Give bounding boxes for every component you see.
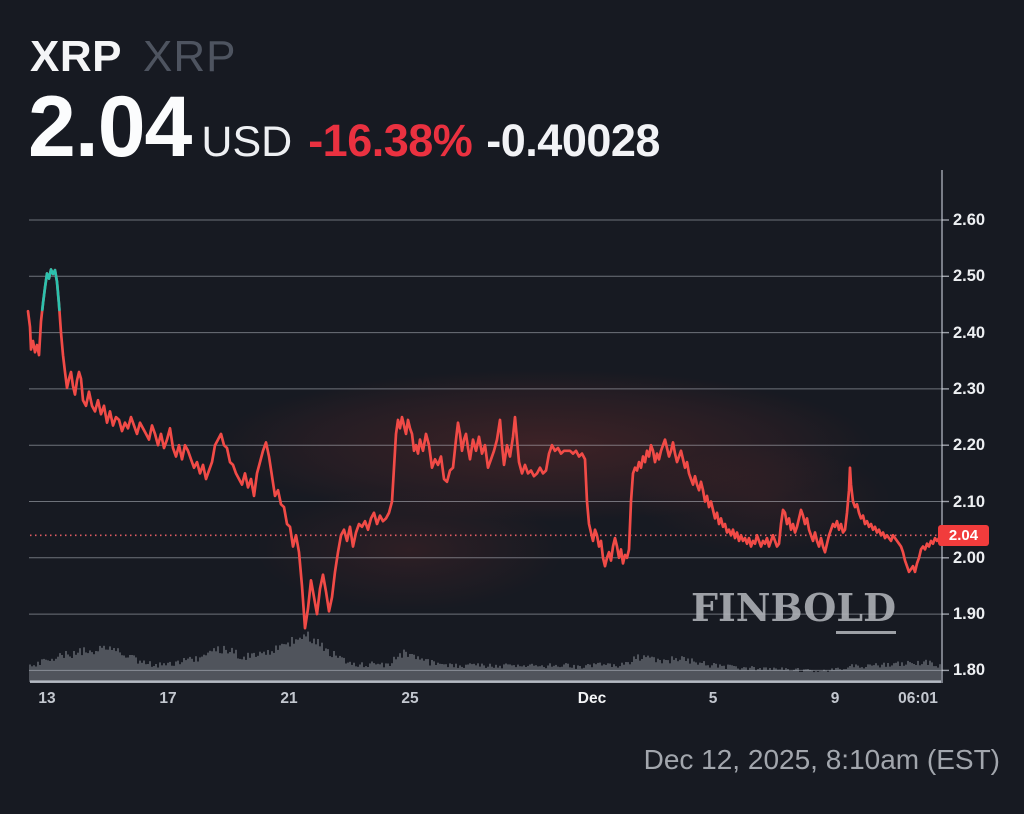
x-axis-label: 17 bbox=[159, 690, 177, 707]
finbold-watermark: FINBOLD bbox=[691, 585, 897, 634]
x-axis-label: 5 bbox=[708, 690, 718, 707]
y-axis-label: 2.60 bbox=[953, 211, 986, 229]
y-axis-label: 1.90 bbox=[953, 605, 986, 623]
x-axis-label: 06:01 bbox=[898, 690, 938, 707]
x-axis-label: 13 bbox=[38, 690, 56, 707]
change-percent: -16.38% bbox=[308, 115, 473, 166]
x-axis-label: 21 bbox=[280, 690, 298, 707]
y-axis-label: 1.80 bbox=[953, 661, 986, 679]
x-axis-label: Dec bbox=[577, 690, 607, 707]
ticker-row: XRP XRP bbox=[30, 32, 236, 82]
x-axis-label: 9 bbox=[830, 690, 840, 707]
current-price: 2.04 bbox=[28, 79, 192, 175]
y-axis-label: 2.10 bbox=[953, 493, 986, 511]
change-absolute: -0.40028 bbox=[486, 115, 660, 166]
coin-name: XRP bbox=[142, 32, 237, 81]
chart-timestamp: Dec 12, 2025, 8:10am (EST) bbox=[643, 744, 1000, 775]
y-axis-label: 2.30 bbox=[953, 380, 986, 398]
current-price-badge: 2.04 bbox=[938, 525, 989, 546]
price-row: 2.04 USD -16.38% -0.40028 bbox=[28, 84, 660, 170]
currency-label: USD bbox=[201, 118, 293, 166]
y-axis-label: 2.00 bbox=[953, 549, 986, 567]
y-axis-label: 2.50 bbox=[953, 267, 986, 285]
y-axis-label: 2.40 bbox=[953, 324, 986, 342]
y-axis-label: 2.20 bbox=[953, 436, 986, 454]
ticker-symbol: XRP bbox=[30, 32, 122, 81]
x-axis-label: 25 bbox=[401, 690, 419, 707]
